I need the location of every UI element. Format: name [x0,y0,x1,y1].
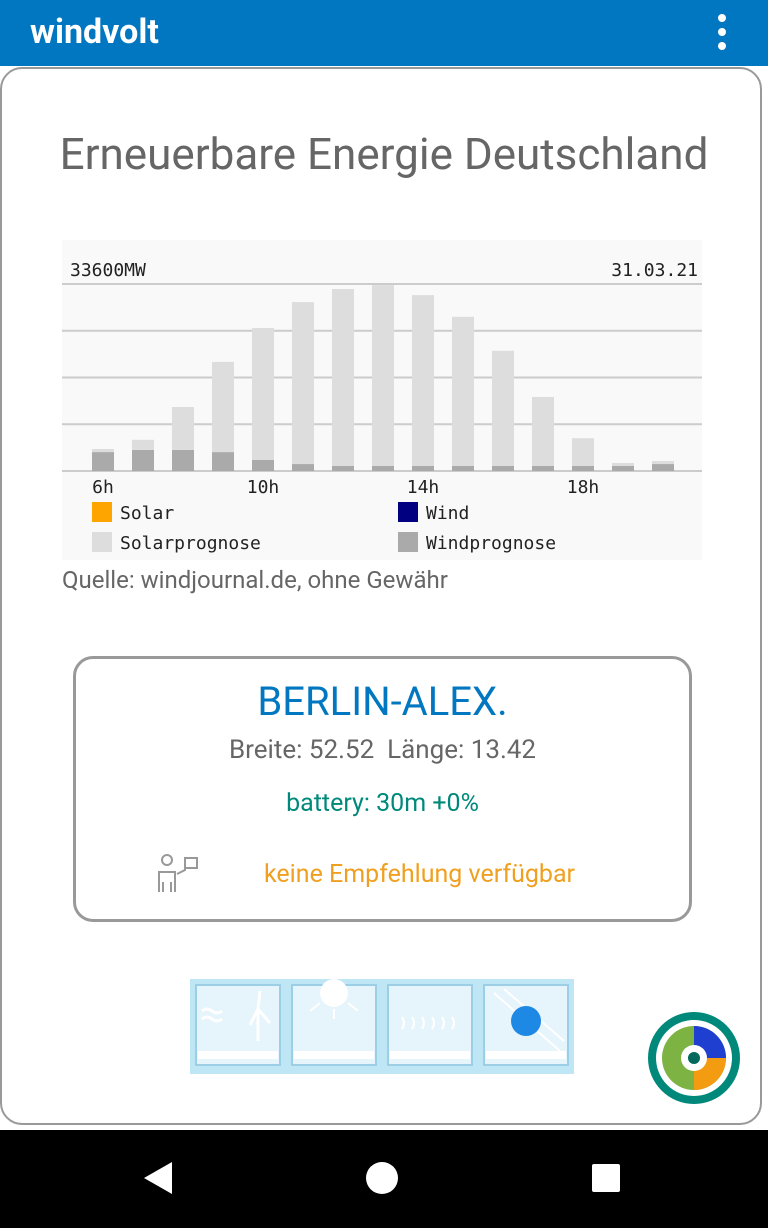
x-tick-label: 18h [567,477,600,498]
bar [292,464,314,471]
nav-bar [0,1130,768,1228]
bar [92,449,114,453]
energy-icons[interactable] [190,979,574,1074]
bar [212,361,234,453]
location-name: BERLIN-ALEX. [257,678,508,725]
legend-swatch [398,502,418,522]
legend-swatch [398,532,418,552]
bar [532,396,554,466]
bar [252,459,274,471]
recents-button[interactable] [592,1164,620,1192]
bar [652,464,674,471]
menu-button[interactable] [710,12,734,52]
bar [252,327,274,460]
bar [212,452,234,471]
x-tick-label: 6h [92,477,114,498]
bar [332,465,354,471]
legend-swatch [92,532,112,552]
bar [532,465,554,471]
bar [572,438,594,466]
legend-label: Windprognose [426,533,556,554]
fab[interactable] [646,1010,742,1106]
legend-label: Solar [120,503,174,524]
chart-date: 31.03.21 [611,260,698,281]
battery: battery: 30m +0% [286,789,479,818]
bar [92,452,114,471]
x-tick-label: 14h [407,477,440,498]
page-title: Erneuerbare Energie Deutschland [59,128,709,180]
bar [452,316,474,466]
bar [452,465,474,471]
location-card[interactable] [73,656,692,922]
location-coords: Breite: 52.52 Länge: 13.42 [228,735,537,765]
bar [132,449,154,471]
bar [172,406,194,450]
x-tick-label: 10h [247,477,280,498]
card [0,67,762,1125]
home-button[interactable] [366,1162,398,1194]
bar [612,462,634,466]
bar [132,439,154,450]
chart: 31.03.21 33600MW 6h 10h 14h 18h Solar Wind Sola… [62,240,702,560]
legend-label: Wind [426,503,469,524]
bar [572,465,594,471]
y-tick-label: 33600MW [70,260,146,281]
source-text: Quelle: windjournal.de, ohne Gewähr [62,566,448,594]
person-icon [158,854,198,892]
bar [492,350,514,466]
legend-label: Solarprognose [120,533,261,554]
bar [292,302,314,465]
bar [372,465,394,471]
legend-swatch [92,502,112,522]
bar [492,465,514,471]
back-button[interactable] [144,1162,172,1194]
bar [652,461,674,465]
bar [412,465,434,471]
bar [612,465,634,471]
app-title: windvolt [30,12,159,52]
app-bar: windvolt [0,0,768,66]
bar [412,295,434,466]
bar [172,449,194,471]
bar [332,289,354,466]
bar [372,285,394,466]
recommendation: keine Empfehlung verfügbar [264,860,576,889]
